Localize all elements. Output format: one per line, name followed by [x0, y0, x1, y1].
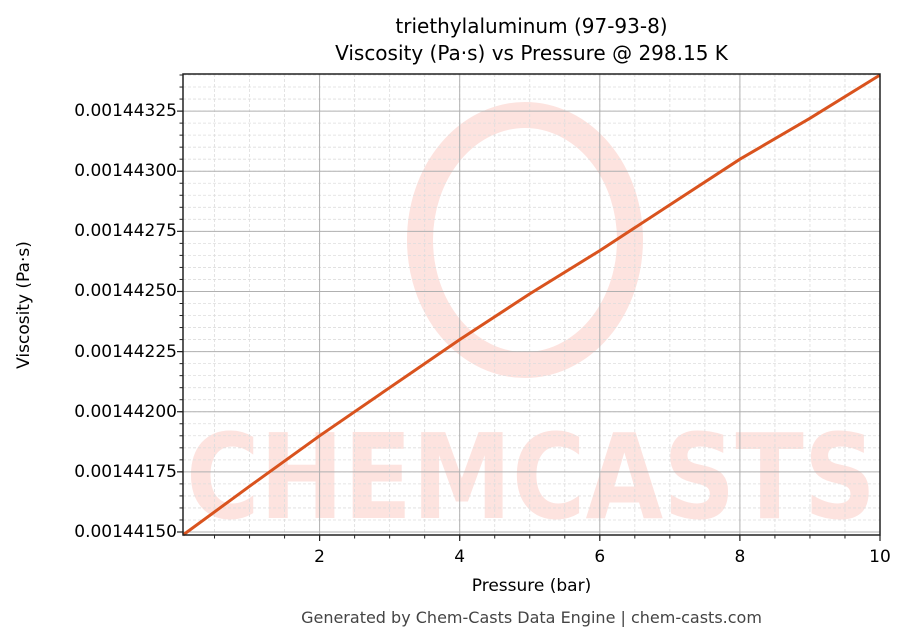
chart-title-line1: triethylaluminum (97-93-8) [395, 14, 668, 38]
y-tick-label: 0.00144150 [74, 521, 177, 542]
y-tick-label: 0.00144225 [74, 341, 177, 362]
footer-credit: Generated by Chem-Casts Data Engine | ch… [301, 608, 762, 627]
y-tick-label: 0.00144250 [74, 281, 177, 302]
x-tick-label: 10 [869, 547, 891, 567]
watermark: CHEMCASTS [186, 102, 876, 546]
x-axis-label: Pressure (bar) [471, 576, 592, 596]
y-axis-label: Viscosity (Pa·s) [14, 241, 34, 369]
y-tick-label: 0.00144325 [74, 101, 177, 122]
x-tick-label: 4 [454, 547, 466, 567]
x-tick-label: 8 [734, 547, 746, 567]
x-tick-label: 6 [594, 547, 606, 567]
axes-frame [182, 73, 881, 536]
y-tick-label: 0.00144175 [74, 461, 177, 482]
svg-text:CHEMCASTS: CHEMCASTS [186, 408, 876, 546]
y-tick-label: 0.00144300 [74, 161, 177, 182]
chart-title-line2: Viscosity (Pa·s) vs Pressure @ 298.15 K [335, 41, 728, 65]
y-tick-label: 0.00144200 [74, 401, 177, 422]
x-tick-label: 2 [314, 547, 326, 567]
y-tick-label: 0.00144275 [74, 221, 177, 242]
viscosity-curve [182, 73, 881, 537]
axis-ticks [177, 74, 881, 541]
